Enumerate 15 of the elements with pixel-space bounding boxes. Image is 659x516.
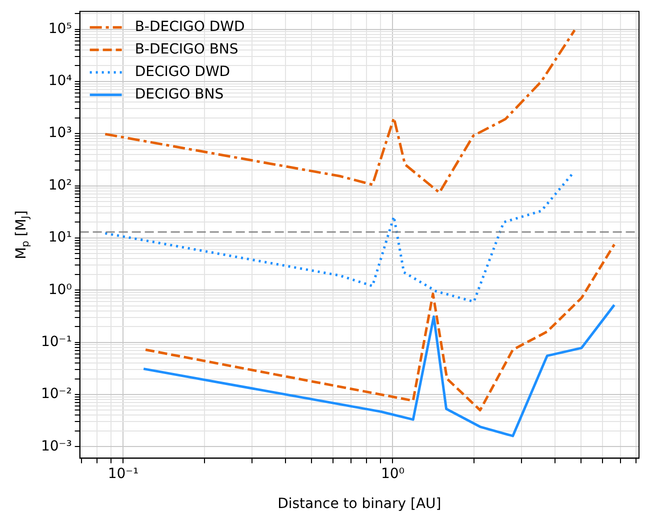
y-tick-label: 10⁻¹ (40, 334, 72, 350)
legend-label: B-DECIGO DWD (134, 19, 245, 36)
y-tick-label: 10⁵ (48, 20, 72, 37)
legend-label: B-DECIGO BNS (134, 42, 238, 58)
x-axis-title: Distance to binary [AU] (278, 496, 442, 512)
y-tick-label: 10⁰ (48, 282, 72, 298)
y-tick-label: 10⁴ (48, 73, 72, 90)
y-tick-label: 10⁻² (40, 386, 72, 402)
y-tick-label: 10³ (48, 125, 72, 142)
legend-label: DECIGO DWD (134, 64, 230, 80)
y-tick-label: 10¹ (48, 230, 72, 246)
y-tick-label: 10⁻³ (40, 438, 72, 454)
legend-label: DECIGO BNS (134, 86, 224, 103)
y-axis-title: Mp [MJ] (14, 210, 32, 260)
y-tick-label: 10² (48, 177, 72, 194)
